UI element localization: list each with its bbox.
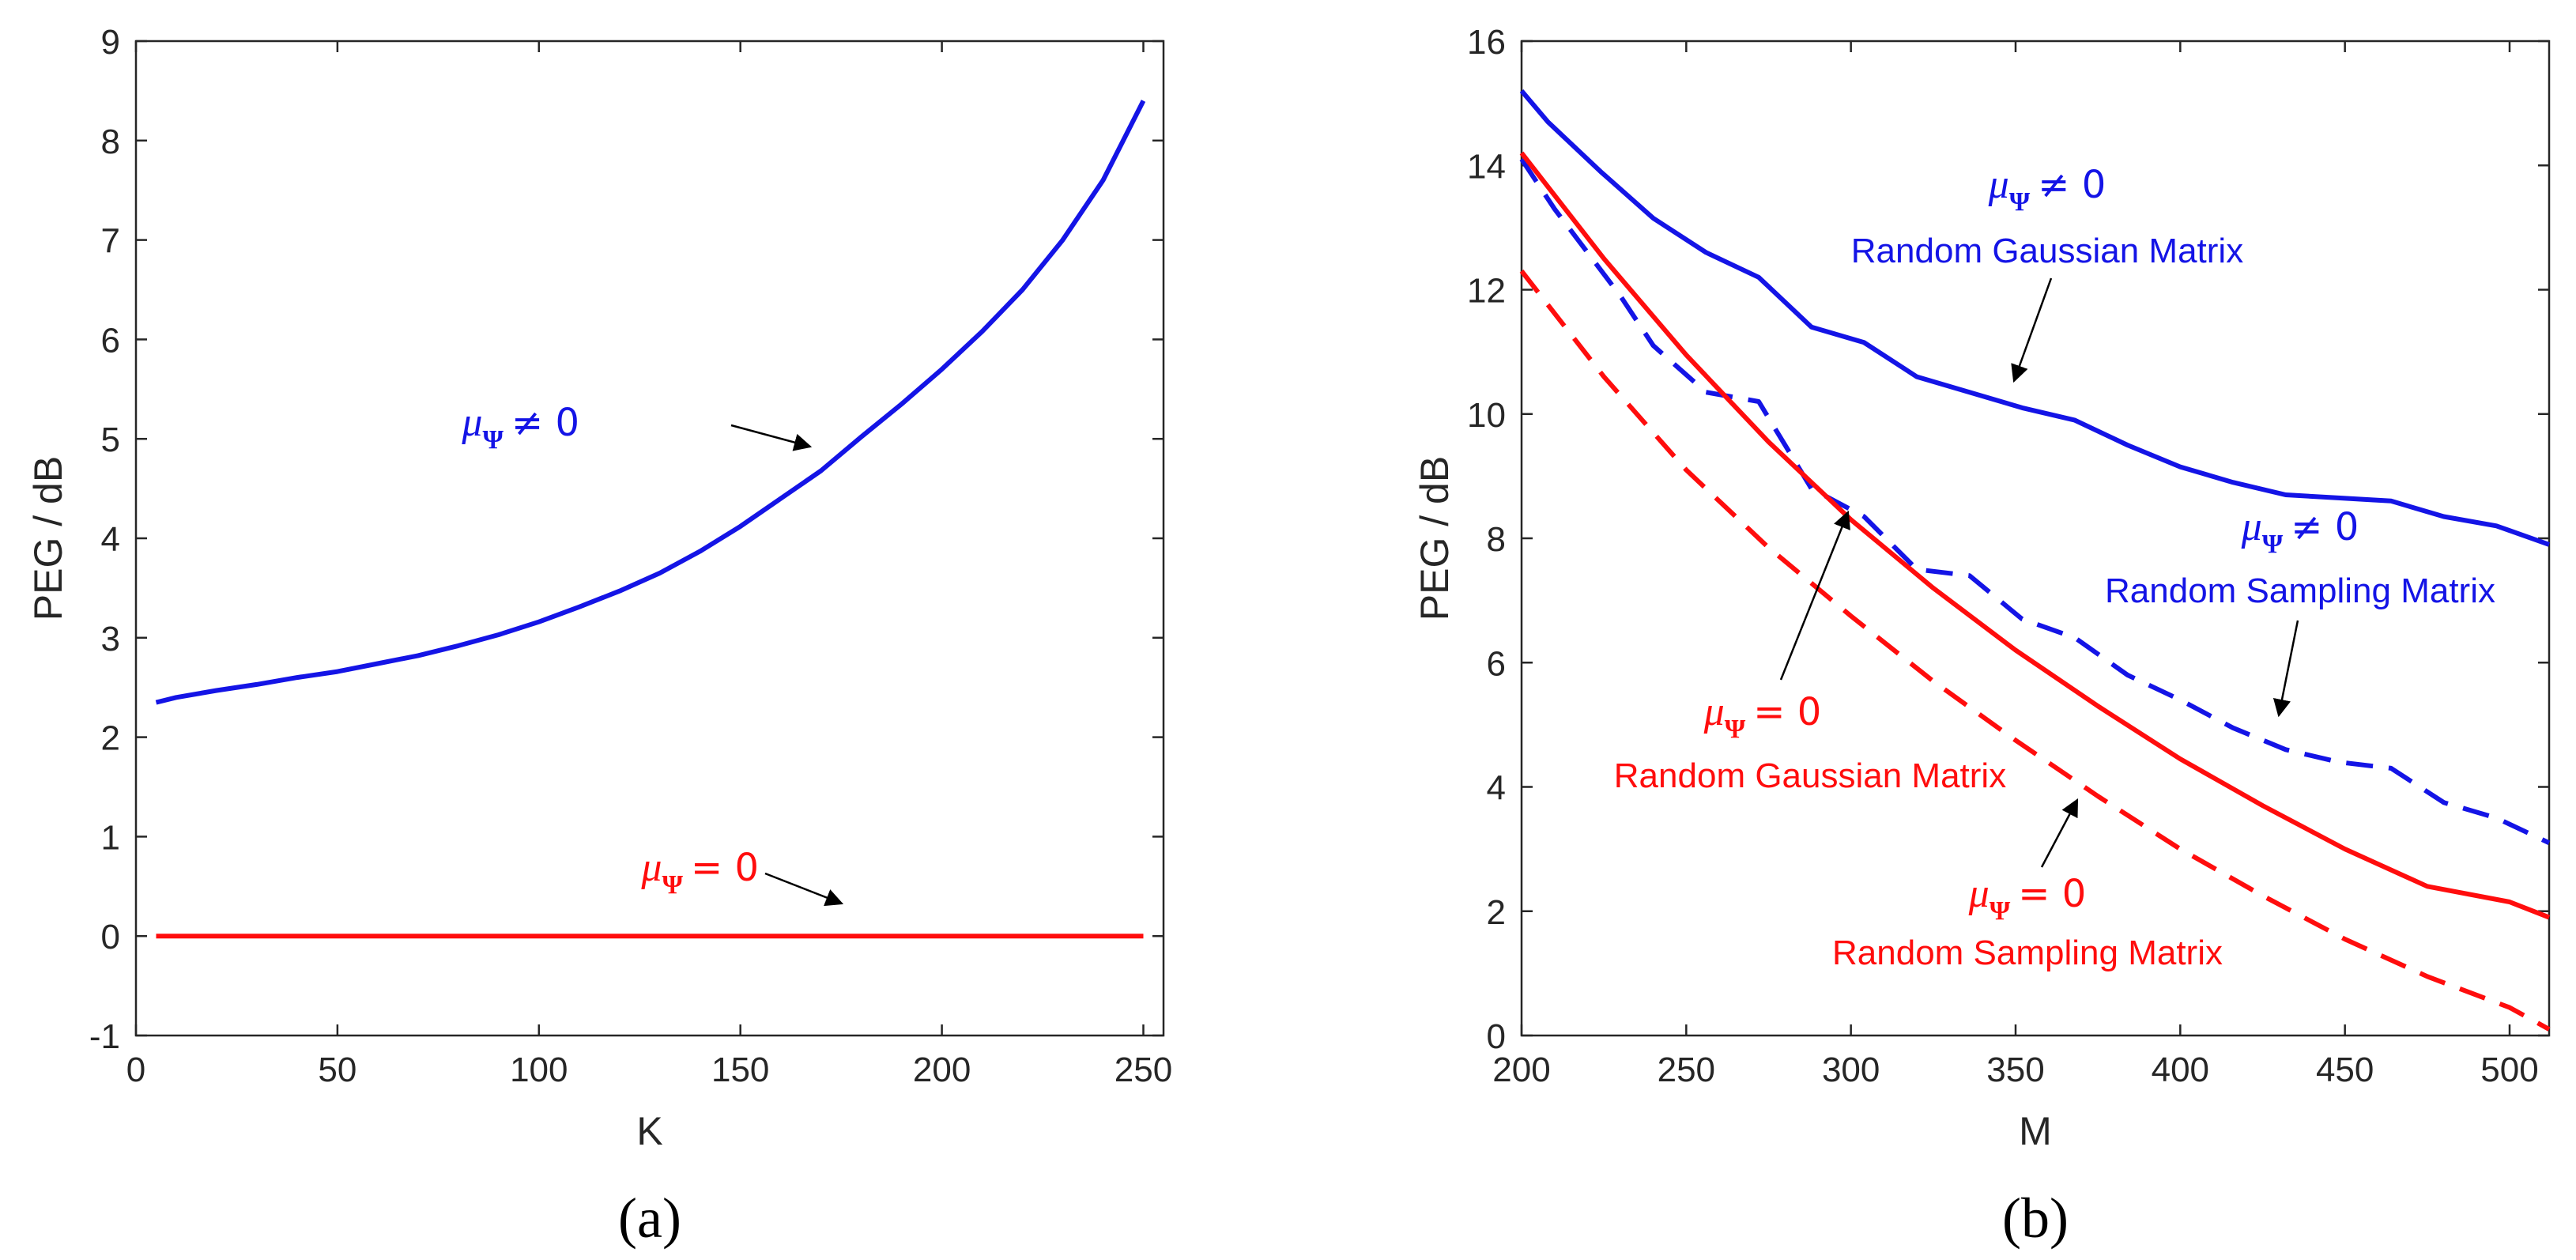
chart-a-ytick-label: -1 [89, 1017, 120, 1056]
chart-a-xlabel: K [636, 1109, 662, 1153]
chart-b-annotation-zero-sampling: μΨ = 0 [1968, 871, 2087, 926]
chart-a-ytick-label: 9 [101, 23, 120, 62]
chart-b-xtick-label: 200 [1492, 1051, 1550, 1089]
chart-a-xtick-label: 200 [913, 1051, 971, 1089]
chart-b-xtick-label: 500 [2480, 1051, 2538, 1089]
chart-b-annotation-nonzero-sampling: μΨ ≠ 0 [2241, 504, 2359, 559]
chart-b-annotation-arrow-3 [1779, 510, 1850, 681]
chart-b-xlabel: M [2019, 1109, 2052, 1153]
chart-a-xtick-label: 250 [1115, 1051, 1172, 1089]
chart-a-annotation-arrow-zero [764, 872, 844, 907]
chart-b-annotation-arrow-1 [2011, 277, 2053, 383]
chart-b-ytick-label: 2 [1487, 893, 1506, 932]
chart-a-ytick-label: 2 [101, 719, 120, 758]
chart-a-ytick-label: 8 [101, 123, 120, 161]
chart-a-ylabel: PEG / dB [26, 456, 70, 621]
chart-a-xtick-label: 50 [318, 1051, 356, 1089]
chart-b-ytick-label: 12 [1467, 272, 1506, 311]
chart-b-xtick-label: 250 [1658, 1051, 1715, 1089]
chart-b-series-2-line [1519, 151, 2551, 920]
chart-a-ytick-label: 6 [101, 321, 120, 360]
chart-b-series-1-line [1519, 157, 2551, 846]
chart-a-xtick-label: 100 [510, 1051, 568, 1089]
chart-b-xtick-label: 400 [2152, 1051, 2209, 1089]
chart-b-ytick-label: 8 [1487, 520, 1506, 559]
chart-b-ytick-label: 14 [1467, 147, 1506, 186]
chart-a-ytick-label: 7 [101, 222, 120, 261]
chart-b-annotation-zero-sampling-label: Random Sampling Matrix [1832, 934, 2223, 972]
chart-a-panel-label: (a) [618, 1186, 681, 1250]
chart-b-annotation-nonzero-gaussian-label: Random Gaussian Matrix [1851, 232, 2243, 270]
chart-b-ytick-label: 6 [1487, 644, 1506, 683]
chart-b-series-0-line [1519, 89, 2551, 547]
chart-b-xtick-label: 350 [1986, 1051, 2044, 1089]
chart-a-xtick-label: 150 [711, 1051, 769, 1089]
chart-b-xtick-label: 450 [2316, 1051, 2374, 1089]
chart-b: 0 2 4 6 8 10 12 14 16 200 250 300 350 400 450 500 M PE… [1412, 23, 2551, 1250]
chart-a-series-0-line [155, 100, 1146, 705]
chart-a-annotation-mu-zero: μΨ = 0 [640, 845, 759, 900]
chart-b-plot-area [1520, 40, 2551, 1037]
chart-a-ytick-label: 4 [101, 520, 120, 559]
chart-b-ytick-label: 10 [1467, 396, 1506, 435]
chart-a-ytick-label: 1 [101, 818, 120, 857]
chart-b-ytick-label: 0 [1487, 1017, 1506, 1056]
chart-b-annotation-arrow-4 [2040, 798, 2079, 868]
chart-a-plot-area [134, 40, 1165, 1037]
chart-a-ytick-label: 5 [101, 421, 120, 459]
chart-a-ytick-label: 0 [101, 918, 120, 956]
chart-b-annotation-nonzero-gaussian: μΨ ≠ 0 [1988, 162, 2106, 217]
chart-b-annotation-zero-gaussian: μΨ = 0 [1703, 689, 1822, 744]
chart-a-annotation-arrow-nonzero [730, 424, 813, 451]
chart-a-xtick-label: 0 [126, 1051, 145, 1089]
chart-b-series-3-line [1519, 270, 2551, 1032]
chart-b-ytick-label: 4 [1487, 769, 1506, 808]
chart-b-annotation-zero-gaussian-label: Random Gaussian Matrix [1614, 756, 2006, 795]
chart-a-ytick-label: 3 [101, 620, 120, 658]
chart-a-annotation-mu-nonzero: μΨ ≠ 0 [461, 400, 579, 455]
chart-b-panel-label: (b) [2002, 1186, 2069, 1250]
chart-b-xtick-label: 300 [1822, 1051, 1880, 1089]
chart-b-ylabel: PEG / dB [1412, 456, 1457, 621]
chart-b-annotation-arrow-2 [2272, 620, 2299, 718]
chart-b-ytick-label: 16 [1467, 23, 1506, 62]
chart-b-annotation-nonzero-sampling-label: Random Sampling Matrix [2105, 572, 2495, 610]
